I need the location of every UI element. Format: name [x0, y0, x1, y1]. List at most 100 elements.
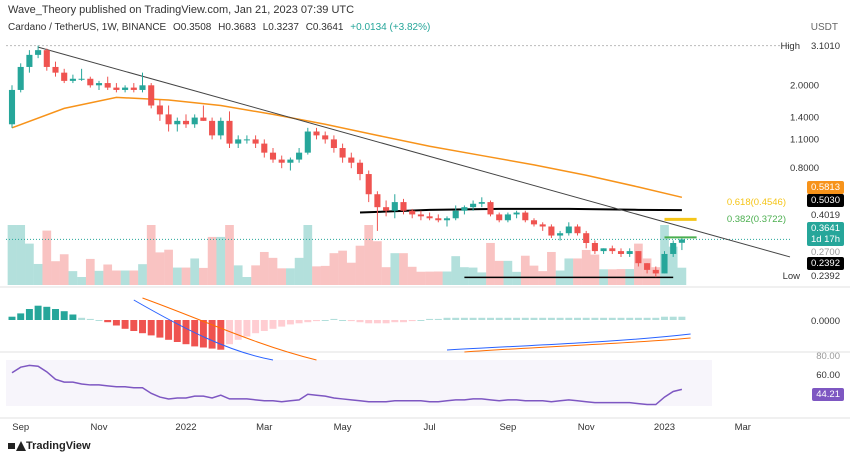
level-2700-tag: 0.2700	[810, 247, 840, 258]
volume-bar	[68, 271, 78, 285]
macd-histogram-bar	[199, 320, 207, 348]
high-tag-label: High	[780, 41, 800, 52]
macd-histogram-bar	[313, 320, 320, 322]
candle-body	[574, 226, 581, 234]
macd-histogram-bar	[591, 317, 599, 320]
volume-bar	[442, 271, 452, 285]
candle-body	[513, 212, 520, 215]
candle-body	[661, 253, 668, 274]
volume-bar	[416, 271, 426, 285]
high-tag-value: 3.1010	[810, 41, 840, 52]
y-tick-label: 1.4000	[790, 113, 819, 124]
candle-body	[356, 162, 364, 175]
volume-bar	[225, 225, 234, 285]
candle-body	[87, 78, 94, 86]
candle-body	[130, 87, 137, 90]
macd-histogram-bar	[400, 320, 407, 323]
volume-bar	[164, 249, 173, 285]
volume-bar	[112, 270, 121, 285]
x-tick-label: Mar	[735, 422, 751, 433]
volume-bar	[51, 261, 60, 285]
candle-body	[635, 251, 642, 264]
candle-body	[522, 212, 529, 221]
macd-histogram-bar	[556, 317, 564, 320]
macd-histogram-bar	[69, 314, 77, 320]
volume-bar	[7, 225, 17, 285]
symbol-info: Cardano / TetherUS, 1W, BINANCE O0.3508 …	[8, 22, 430, 33]
candle-body	[609, 248, 616, 252]
close-value: C0.3641	[305, 22, 344, 33]
macd-histogram-bar	[521, 317, 529, 320]
candle-body	[348, 157, 355, 163]
volume-bar	[433, 271, 443, 285]
macd-histogram-bar	[547, 317, 555, 320]
macd-histogram-bar	[286, 320, 294, 325]
macd-histogram-bar	[304, 320, 312, 323]
candle-body	[139, 85, 146, 90]
low-tag-value: 0.2392	[810, 271, 840, 282]
macd-histogram-bar	[365, 320, 373, 324]
macd-histogram-bar	[634, 317, 642, 320]
macd-histogram-bar	[25, 309, 33, 320]
macd-histogram-bar	[426, 318, 434, 320]
candle-body	[235, 139, 242, 144]
candle-body	[174, 120, 181, 125]
signal-line	[142, 297, 317, 361]
volume-bar	[486, 242, 495, 285]
macd-histogram-bar	[295, 320, 303, 324]
macd-histogram-bar	[278, 320, 286, 327]
macd-histogram-bar	[391, 320, 399, 323]
macd-histogram-bar	[17, 313, 25, 320]
volume-bar	[512, 271, 521, 285]
ema-orange-tag: 0.5813	[806, 181, 844, 194]
macd-histogram-bar	[260, 320, 268, 331]
macd-histogram-bar	[269, 320, 277, 329]
candle-body	[217, 120, 224, 136]
candle-body	[409, 210, 416, 215]
candle-body	[8, 89, 16, 125]
trendline	[37, 46, 791, 258]
rsi-band	[6, 360, 712, 406]
candle-body	[148, 85, 155, 106]
x-tick-label: Sep	[499, 422, 516, 433]
candle-body	[652, 269, 659, 274]
macd-histogram-bar	[495, 317, 503, 320]
macd-histogram-bar	[373, 320, 381, 324]
volume-bar	[294, 257, 304, 285]
macd-histogram-bar	[43, 306, 51, 320]
candle-body	[426, 216, 433, 219]
macd-histogram-bar	[617, 317, 625, 320]
candle-body	[61, 72, 68, 81]
volume-bar	[503, 260, 513, 285]
volume-bar	[573, 258, 582, 285]
candle-body	[191, 117, 198, 125]
macd-histogram-bar	[321, 320, 329, 321]
macd-histogram-bar	[478, 317, 486, 320]
volume-bar	[25, 243, 34, 285]
macd-histogram-bar	[60, 311, 68, 320]
volume-bar	[251, 265, 260, 285]
macd-histogram-bar	[669, 316, 677, 320]
macd-histogram-bar	[434, 318, 442, 320]
tradingview-logo[interactable]: TradingView	[8, 440, 91, 452]
macd-histogram-bar	[330, 318, 338, 320]
volume-bar	[77, 277, 86, 285]
macd-histogram-bar	[565, 317, 573, 320]
volume-bar	[181, 267, 191, 285]
macd-histogram-bar	[574, 317, 581, 320]
macd-histogram-bar	[487, 317, 494, 320]
volume-bar	[286, 268, 295, 285]
volume-bar	[407, 266, 417, 285]
volume-bar	[494, 260, 504, 285]
candle-body	[565, 226, 572, 234]
macd-histogram-bar	[52, 309, 59, 320]
candle-body	[626, 251, 633, 254]
candle-body	[287, 159, 294, 163]
volume-bar	[564, 258, 574, 285]
rsi-line	[11, 364, 683, 406]
x-tick-label: Jul	[424, 422, 436, 433]
macd-histogram-bar	[243, 320, 251, 337]
candle-body	[617, 251, 625, 254]
macd-histogram-bar	[513, 317, 521, 320]
